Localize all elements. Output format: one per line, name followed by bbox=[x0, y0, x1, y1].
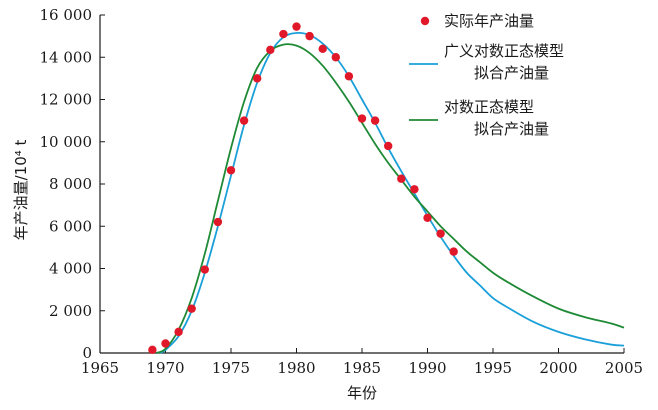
axes: 1965 1970 1975 1980 1985 1990 1995 2000 2005 0 2 0… bbox=[40, 6, 644, 377]
x-tick-label: 1985 bbox=[343, 359, 381, 377]
x-tick-label: 1995 bbox=[474, 359, 512, 377]
x-tick-label: 2000 bbox=[539, 359, 577, 377]
legend-label: 拟合产油量 bbox=[474, 64, 549, 82]
legend-marker-actual bbox=[420, 16, 430, 26]
y-tick-label: 16 000 bbox=[40, 6, 93, 24]
y-axis-title: 年产油量/10⁴ t bbox=[12, 139, 30, 240]
y-tick-label: 0 bbox=[82, 344, 92, 362]
actual-production-point bbox=[370, 116, 380, 125]
actual-production-point bbox=[397, 174, 406, 183]
actual-production-point bbox=[331, 53, 340, 62]
x-tick-label: 2005 bbox=[605, 359, 643, 377]
y-tick-label: 6 000 bbox=[49, 217, 92, 235]
y-tick-label: 10 000 bbox=[40, 133, 93, 151]
x-tick-label: 1990 bbox=[408, 359, 446, 377]
actual-production-point bbox=[253, 74, 262, 83]
actual-production-point bbox=[436, 229, 445, 238]
actual-production-point bbox=[213, 217, 223, 227]
actual-production-point bbox=[226, 166, 236, 175]
actual-production-point bbox=[200, 265, 209, 274]
actual-production-point bbox=[357, 114, 367, 123]
y-tick-label: 14 000 bbox=[40, 48, 93, 66]
y-tick-label: 8 000 bbox=[49, 175, 92, 193]
y-tick-label: 2 000 bbox=[49, 302, 92, 320]
legend-label: 拟合产油量 bbox=[474, 120, 549, 138]
actual-production-point bbox=[187, 304, 196, 313]
actual-production-point bbox=[423, 213, 432, 222]
actual-production-point bbox=[384, 141, 393, 151]
actual-production-point bbox=[174, 327, 183, 337]
x-tick-label: 1970 bbox=[146, 359, 184, 377]
legend-label: 实际年产油量 bbox=[444, 12, 534, 30]
actual-production-point bbox=[239, 116, 249, 125]
y-tick-label: 12 000 bbox=[40, 91, 93, 109]
actual-production-point bbox=[305, 31, 314, 41]
x-tick-label: 1980 bbox=[277, 359, 315, 377]
actual-production-point bbox=[148, 345, 157, 355]
actual-production-point bbox=[344, 72, 354, 81]
generalized-lognormal-fit-line bbox=[159, 31, 625, 354]
series-layer bbox=[148, 22, 625, 355]
x-tick-label: 1975 bbox=[212, 359, 250, 377]
actual-production-point bbox=[449, 247, 458, 256]
lognormal-fit-line bbox=[155, 43, 625, 354]
actual-production-point bbox=[161, 339, 170, 348]
actual-production-point bbox=[266, 45, 275, 55]
x-tick-label: 1965 bbox=[81, 359, 119, 377]
y-tick-label: 4 000 bbox=[49, 260, 92, 278]
legend-label: 对数正态模型 bbox=[444, 98, 534, 116]
actual-production-point bbox=[279, 29, 288, 39]
x-axis-title: 年份 bbox=[347, 384, 377, 402]
actual-production-point bbox=[318, 44, 327, 53]
legend-label: 广义对数正态模型 bbox=[444, 42, 564, 60]
actual-production-point bbox=[292, 22, 301, 31]
actual-production-point bbox=[410, 185, 419, 194]
